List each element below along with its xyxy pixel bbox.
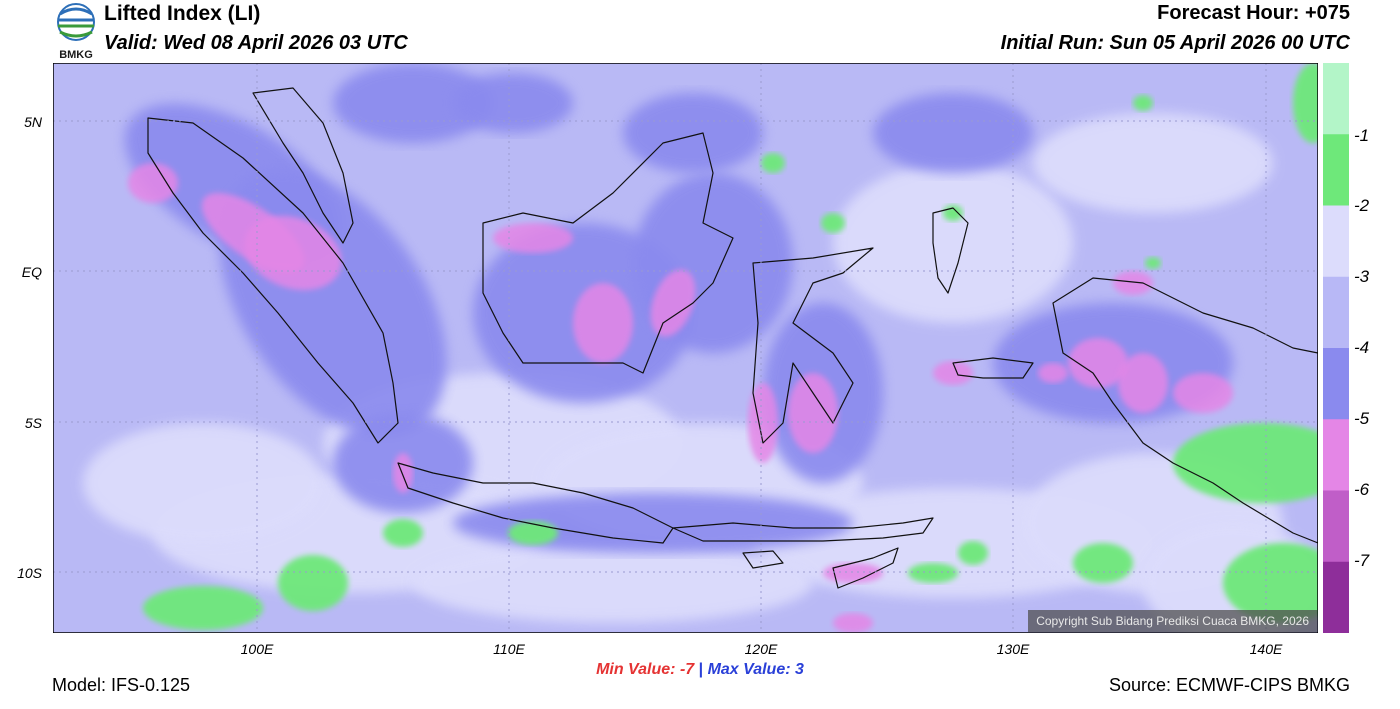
colorbar-label: -5 xyxy=(1354,409,1370,428)
model-name: Model: IFS-0.125 xyxy=(52,675,191,695)
field-region xyxy=(1068,338,1128,388)
max-label: Max Value: xyxy=(707,661,791,678)
field-region xyxy=(650,269,696,337)
field-region xyxy=(1073,543,1133,583)
field-region xyxy=(623,93,763,173)
field-region xyxy=(573,283,633,363)
colorbar-swatch xyxy=(1323,134,1349,206)
coastline xyxy=(147,117,399,444)
field-region xyxy=(958,541,988,565)
colorbar-swatch xyxy=(1323,348,1349,420)
field-region xyxy=(1033,113,1273,213)
field-region xyxy=(908,563,958,583)
lat-label-5n: 5N xyxy=(24,114,42,130)
grid-lines xyxy=(53,63,1318,633)
field-region xyxy=(143,586,263,630)
colorbar-label: -6 xyxy=(1354,480,1370,499)
coastline xyxy=(742,550,784,569)
field-region xyxy=(244,215,342,291)
bmkg-logo: BMKG xyxy=(52,2,100,61)
field-region xyxy=(1038,363,1068,383)
field-region xyxy=(128,163,178,203)
field-region xyxy=(333,63,493,143)
field-region xyxy=(1173,423,1353,503)
lon-label-120e: 120E xyxy=(744,641,778,657)
field-region xyxy=(1173,373,1233,413)
min-label: Min Value: xyxy=(596,661,676,678)
coastline xyxy=(1052,277,1319,544)
colorbar-label: -3 xyxy=(1354,267,1370,286)
forecast-hour: Forecast Hour: +075 xyxy=(1157,2,1350,24)
field-region xyxy=(748,383,778,463)
field-region xyxy=(761,153,785,173)
colorbar-swatch xyxy=(1323,419,1349,491)
field-region xyxy=(383,519,423,547)
max-value: 3 xyxy=(795,661,804,678)
field-region xyxy=(393,453,413,493)
colorbar-swatches xyxy=(1323,63,1349,634)
field-region xyxy=(1118,353,1168,413)
min-max-separator: | xyxy=(698,661,704,678)
field-region xyxy=(1113,271,1153,295)
coastline xyxy=(482,132,734,374)
logo-text: BMKG xyxy=(59,49,93,60)
field-region xyxy=(413,543,813,623)
copyright-notice: Copyright Sub Bidang Prediksi Cuaca BMKG… xyxy=(1028,610,1317,632)
field-region xyxy=(823,563,883,583)
lon-label-100e: 100E xyxy=(240,641,274,657)
lat-label-10s: 10S xyxy=(17,565,42,581)
data-source: Source: ECMWF-CIPS BMKG xyxy=(1108,675,1350,695)
lon-label-130e: 130E xyxy=(996,641,1030,657)
chart-title: Lifted Index (LI) xyxy=(104,2,261,25)
min-max-values: Min Value: -7 | Max Value: 3 xyxy=(0,661,1400,679)
map-canvas xyxy=(52,62,1353,643)
colorbar-label: -1 xyxy=(1354,126,1370,145)
field-region xyxy=(453,73,573,133)
field-region xyxy=(278,555,348,611)
colorbar-label: -4 xyxy=(1354,338,1370,357)
coastline xyxy=(252,87,354,244)
colorbar-swatch xyxy=(1323,490,1349,563)
coastline xyxy=(932,207,969,294)
land-outlines xyxy=(147,87,1319,589)
coastline xyxy=(952,357,1034,379)
lifted-index-map xyxy=(52,62,1353,643)
colorbar-label: -2 xyxy=(1354,196,1370,215)
coastline xyxy=(672,517,934,542)
field-layer xyxy=(83,63,1353,643)
field-region xyxy=(833,163,1073,323)
coastline xyxy=(397,462,674,544)
colorbar-label: -7 xyxy=(1354,551,1370,570)
colorbar-swatch xyxy=(1323,276,1349,349)
field-region xyxy=(493,223,573,253)
field-region xyxy=(873,93,1033,173)
colorbar-swatch xyxy=(1323,561,1349,634)
valid-time: Valid: Wed 08 April 2026 03 UTC xyxy=(104,32,408,54)
lat-label-5s: 5S xyxy=(24,415,42,431)
min-value: -7 xyxy=(679,661,695,678)
field-region xyxy=(1133,95,1153,111)
field-region xyxy=(1223,543,1343,623)
field-region xyxy=(453,493,853,553)
lon-label-110e: 110E xyxy=(493,641,525,657)
field-region xyxy=(933,361,973,385)
lon-label-140e: 140E xyxy=(1249,641,1283,657)
initial-run: Initial Run: Sun 05 April 2026 00 UTC xyxy=(1000,32,1350,54)
colorbar xyxy=(1323,63,1349,634)
field-region xyxy=(83,423,323,543)
colorbar-swatch xyxy=(1323,63,1349,135)
field-region xyxy=(1145,257,1161,269)
colorbar-swatch xyxy=(1323,205,1349,278)
lat-label-eq: EQ xyxy=(21,264,42,280)
field-region xyxy=(821,213,845,233)
coastline xyxy=(752,247,874,444)
field-region xyxy=(833,613,873,633)
coastline xyxy=(832,547,899,589)
field-region xyxy=(788,373,838,453)
